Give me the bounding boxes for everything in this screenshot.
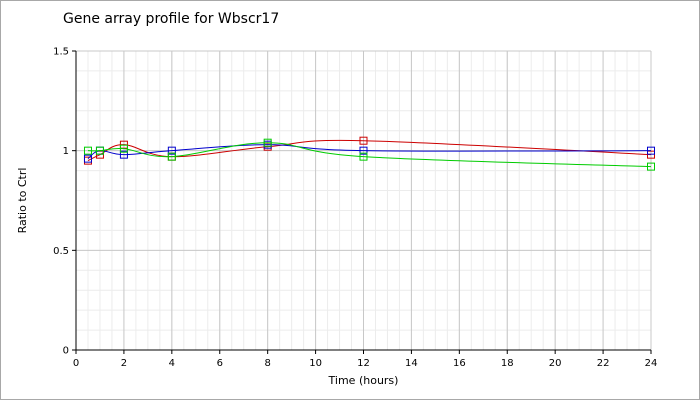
series-3-marker <box>95 146 104 155</box>
series-2-marker <box>359 146 368 155</box>
y-tick-label: 1 <box>63 146 69 157</box>
series-3-marker <box>119 144 128 153</box>
y-tick-label: 0.5 <box>53 246 69 257</box>
chart-title: Gene array profile for Wbscr17 <box>63 11 280 27</box>
x-tick-label: 2 <box>121 358 127 369</box>
series-2-marker <box>119 150 128 159</box>
x-tick-label: 16 <box>453 358 466 369</box>
x-tick-label: 4 <box>169 358 175 369</box>
x-tick-label: 14 <box>405 358 418 369</box>
series-3-marker <box>83 146 92 155</box>
x-tick-label: 0 <box>73 358 79 369</box>
y-tick-label: 0 <box>63 346 69 357</box>
y-axis-label: Ratio to Ctrl <box>16 168 29 234</box>
x-tick-label: 10 <box>309 358 322 369</box>
x-tick-label: 8 <box>264 358 270 369</box>
x-tick-label: 24 <box>645 358 658 369</box>
series-1-marker <box>359 136 368 145</box>
series-3-marker <box>647 162 655 171</box>
y-tick-label: 1.5 <box>53 47 69 58</box>
series-2-marker <box>83 154 92 163</box>
series-3-marker <box>263 138 272 147</box>
series-3-marker <box>359 152 368 161</box>
x-tick-label: 12 <box>357 358 370 369</box>
x-axis-label: Time (hours) <box>328 374 399 387</box>
x-tick-label: 18 <box>501 358 514 369</box>
series-2-marker <box>647 146 655 155</box>
series-2-marker <box>167 146 176 155</box>
series-3-marker <box>167 152 176 161</box>
x-tick-label: 22 <box>597 358 610 369</box>
x-tick-label: 20 <box>549 358 562 369</box>
x-tick-label: 6 <box>217 358 223 369</box>
